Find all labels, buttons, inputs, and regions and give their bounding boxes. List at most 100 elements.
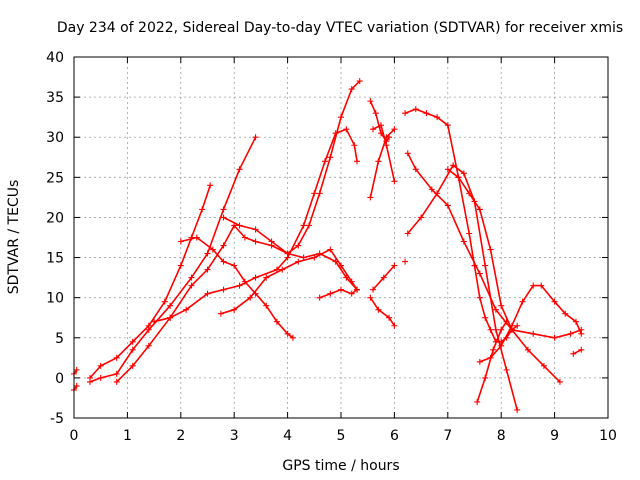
data-point bbox=[490, 346, 497, 353]
data-point bbox=[444, 166, 451, 173]
data-point bbox=[273, 318, 280, 325]
series-line bbox=[369, 297, 396, 327]
x-axis-label: GPS time / hours bbox=[282, 458, 399, 474]
data-point bbox=[351, 142, 358, 149]
series-arc-22 bbox=[570, 346, 585, 357]
axes: 0 1 2 3 4 5 6 7 8 9 10 -5 0 5 10 15 20 25 30 35 40 bbox=[46, 50, 617, 444]
x-tick-label: 5 bbox=[337, 428, 346, 444]
data-point bbox=[97, 374, 104, 381]
data-point bbox=[252, 274, 259, 281]
y-tick-label: 20 bbox=[46, 210, 64, 226]
series-arc-8 bbox=[220, 214, 361, 293]
data-point bbox=[514, 322, 521, 329]
data-point bbox=[383, 142, 390, 149]
y-tick-label: 5 bbox=[55, 331, 64, 347]
data-point bbox=[530, 330, 537, 337]
series-line bbox=[116, 80, 361, 383]
series-line bbox=[407, 164, 518, 411]
data-point bbox=[236, 222, 243, 229]
data-point bbox=[220, 206, 227, 213]
data-point bbox=[348, 278, 355, 285]
data-point bbox=[354, 286, 361, 293]
data-point bbox=[578, 346, 585, 353]
series-line bbox=[404, 108, 518, 343]
grid-lines bbox=[74, 57, 608, 418]
data-point bbox=[167, 314, 174, 321]
data-point bbox=[378, 122, 385, 129]
x-tick-label: 7 bbox=[443, 428, 452, 444]
data-point bbox=[129, 346, 136, 353]
data-point bbox=[476, 206, 483, 213]
data-point bbox=[450, 162, 457, 169]
data-point bbox=[129, 362, 136, 369]
x-tick-label: 1 bbox=[123, 428, 132, 444]
x-tick-label: 4 bbox=[283, 428, 292, 444]
data-point bbox=[338, 262, 344, 269]
data-point bbox=[444, 202, 451, 209]
data-point bbox=[284, 250, 291, 257]
data-point bbox=[327, 246, 334, 253]
data-point bbox=[252, 226, 259, 233]
data-point bbox=[311, 190, 318, 197]
series-line bbox=[89, 136, 257, 383]
data-point bbox=[204, 266, 211, 273]
data-point bbox=[321, 158, 328, 165]
data-point bbox=[263, 274, 270, 281]
data-point bbox=[570, 350, 577, 357]
series-arc-6 bbox=[151, 126, 361, 325]
series-line bbox=[180, 236, 294, 339]
data-point bbox=[252, 134, 259, 141]
data-point bbox=[498, 342, 505, 349]
data-point bbox=[284, 330, 291, 337]
x-tick-label: 0 bbox=[70, 428, 79, 444]
data-point bbox=[338, 286, 344, 293]
data-point bbox=[370, 286, 377, 293]
data-point bbox=[161, 298, 168, 305]
x-tick-label: 6 bbox=[390, 428, 399, 444]
data-point bbox=[434, 190, 441, 197]
data-point bbox=[391, 178, 398, 185]
chart-title: Day 234 of 2022, Sidereal Day-to-day VTE… bbox=[57, 20, 623, 36]
data-point bbox=[316, 294, 323, 301]
data-point bbox=[372, 110, 379, 117]
data-point bbox=[167, 302, 174, 309]
data-point bbox=[487, 246, 494, 253]
data-point bbox=[204, 250, 211, 257]
data-point bbox=[402, 258, 409, 265]
x-tick-label: 9 bbox=[550, 428, 559, 444]
data-point bbox=[220, 242, 227, 249]
data-point bbox=[268, 238, 275, 245]
x-tick-label: 8 bbox=[497, 428, 506, 444]
data-point bbox=[391, 322, 398, 329]
data-point bbox=[492, 326, 499, 333]
data-point bbox=[434, 114, 441, 121]
data-point bbox=[476, 358, 483, 365]
data-point bbox=[188, 274, 195, 281]
data-point bbox=[204, 290, 211, 297]
data-point bbox=[540, 362, 547, 369]
data-point bbox=[402, 110, 409, 117]
data-point bbox=[113, 378, 120, 385]
data-point bbox=[444, 122, 451, 129]
y-tick-label: -5 bbox=[50, 411, 64, 427]
series-line bbox=[223, 216, 358, 291]
data-point bbox=[487, 326, 494, 333]
data-point bbox=[220, 214, 227, 221]
data-point bbox=[129, 338, 136, 345]
data-point bbox=[412, 166, 419, 173]
data-point bbox=[428, 186, 435, 193]
data-point bbox=[524, 346, 531, 353]
data-point bbox=[551, 334, 558, 341]
data-point bbox=[412, 106, 419, 113]
data-point bbox=[231, 262, 238, 269]
data-point bbox=[556, 378, 563, 385]
data-point bbox=[476, 294, 483, 301]
data-point bbox=[220, 258, 227, 265]
data-point bbox=[145, 342, 152, 349]
data-point bbox=[386, 314, 393, 321]
data-point bbox=[476, 270, 483, 277]
data-point bbox=[508, 322, 515, 329]
data-point bbox=[241, 234, 248, 241]
data-point bbox=[423, 110, 430, 117]
data-point bbox=[391, 126, 398, 133]
